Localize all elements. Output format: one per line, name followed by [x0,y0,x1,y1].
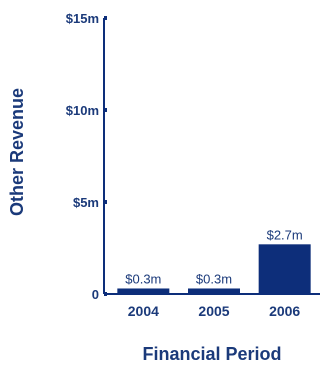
y-tick-label: 0 [92,287,99,302]
y-tick-mark [104,200,107,204]
x-tick-label-2006: 2006 [269,303,300,319]
x-axis: 2004 2005 2006 [104,293,320,319]
y-tick-mark [104,16,107,20]
data-label-2006: $2.7m [267,227,303,242]
bars: $0.3m $0.3m $2.7m [117,227,311,294]
y-axis-title: Other Revenue [7,88,27,216]
data-label-2005: $0.3m [196,271,232,286]
bar-2004 [117,288,170,294]
y-tick-mark [104,108,107,112]
y-tick-label: $15m [66,11,99,26]
data-label-2004: $0.3m [125,271,161,286]
bar-2005 [188,288,240,294]
y-tick-label: $10m [66,103,99,118]
x-tick-label-2005: 2005 [198,303,229,319]
x-axis-title: Financial Period [142,344,281,364]
bar-2006 [258,244,311,294]
y-tick-label: $5m [73,195,99,210]
x-tick-label-2004: 2004 [128,303,159,319]
y-axis: 0 $5m $10m $15m [66,11,107,302]
